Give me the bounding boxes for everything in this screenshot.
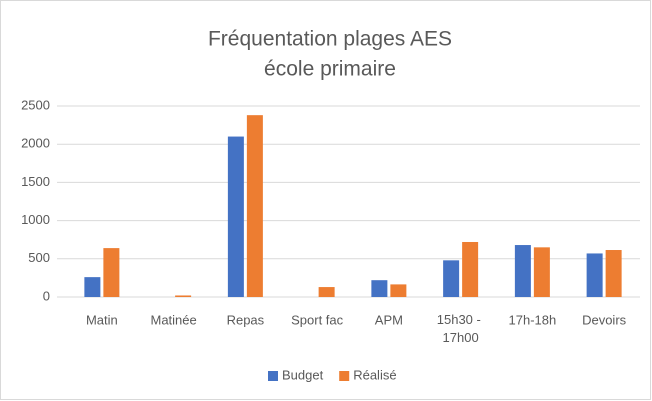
bar [390, 284, 407, 297]
bar [462, 241, 479, 297]
x-tick-label: Sport fac [291, 312, 344, 327]
bar [175, 295, 192, 297]
bar [605, 250, 622, 297]
bar [318, 287, 335, 297]
legend-label: Réalisé [353, 367, 396, 382]
bar [246, 115, 263, 297]
x-tick-label: Repas [227, 312, 265, 327]
bar [514, 245, 531, 297]
x-tick-label: Matin [86, 312, 118, 327]
y-tick-label: 500 [28, 250, 50, 265]
bar [533, 247, 550, 297]
chart-title: Fréquentation plages AES [208, 28, 452, 51]
y-tick-label: 2000 [21, 136, 50, 151]
bar [371, 280, 388, 297]
chart-title: école primaire [264, 58, 396, 81]
y-tick-label: 1500 [21, 174, 50, 189]
legend-swatch [339, 371, 350, 381]
bar [443, 260, 460, 297]
bar [586, 253, 603, 297]
y-tick-label: 0 [43, 288, 50, 303]
bar [103, 248, 120, 297]
x-tick-label: Matinée [151, 312, 197, 327]
bar [227, 136, 244, 297]
x-tick-label: 17h-18h [509, 312, 557, 327]
x-tick-label: 15h30 - 17h00 [437, 312, 485, 345]
legend-label: Budget [282, 367, 324, 382]
legend-swatch [268, 371, 278, 381]
y-tick-label: 1000 [21, 212, 50, 227]
x-tick-label: Devoirs [582, 312, 627, 327]
x-tick-label: APM [375, 312, 403, 327]
bar [84, 277, 101, 297]
y-tick-label: 2500 [21, 97, 50, 112]
